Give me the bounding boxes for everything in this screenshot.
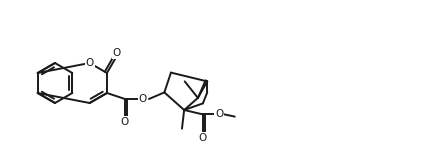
Text: O: O [215,109,223,119]
Text: O: O [86,58,94,68]
Text: O: O [139,94,147,104]
Text: O: O [112,48,120,58]
Text: O: O [121,117,129,127]
Text: O: O [199,133,207,143]
